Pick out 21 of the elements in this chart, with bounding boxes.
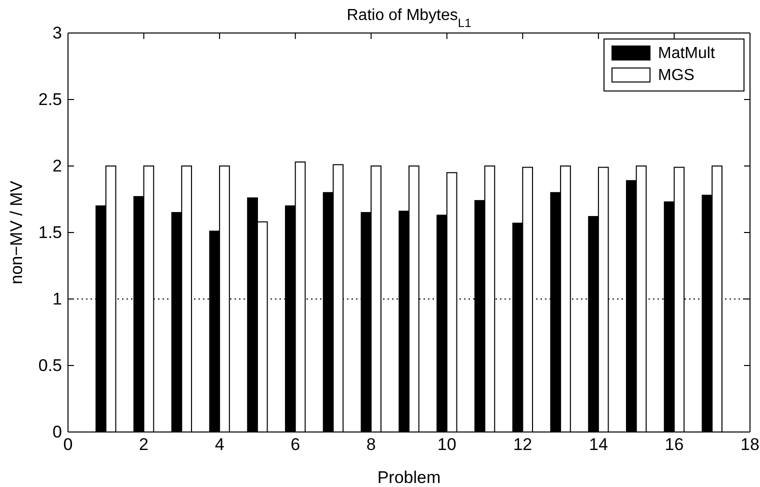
- y-tick-label: 1: [52, 289, 62, 308]
- y-tick-label: 2: [52, 156, 62, 176]
- y-axis-title: non−MV / MV: [7, 180, 26, 284]
- y-tick-label: 3: [52, 23, 62, 42]
- x-tick-label: 10: [437, 435, 456, 454]
- legend-label: MGS: [658, 67, 694, 84]
- x-tick-label: 14: [588, 435, 608, 454]
- x-tick-label: 2: [139, 435, 149, 454]
- x-tick-label: 8: [366, 435, 376, 454]
- y-tick-label: 0: [52, 422, 62, 442]
- legend-label: MatMult: [658, 45, 716, 62]
- y-tick-label: 1.5: [38, 222, 62, 242]
- x-tick-label: 6: [290, 435, 300, 454]
- chart-title: Ratio of Mbytes$_{L1}$: [346, 7, 472, 30]
- y-tick-label: 2.5: [38, 90, 62, 109]
- x-tick-label: 16: [664, 435, 684, 454]
- x-tick-label: 18: [740, 435, 760, 454]
- x-tick-label: 4: [214, 435, 224, 454]
- x-axis-title: Problem: [377, 468, 441, 487]
- y-tick-label: 0.5: [38, 356, 62, 375]
- x-tick-label: 12: [513, 435, 532, 454]
